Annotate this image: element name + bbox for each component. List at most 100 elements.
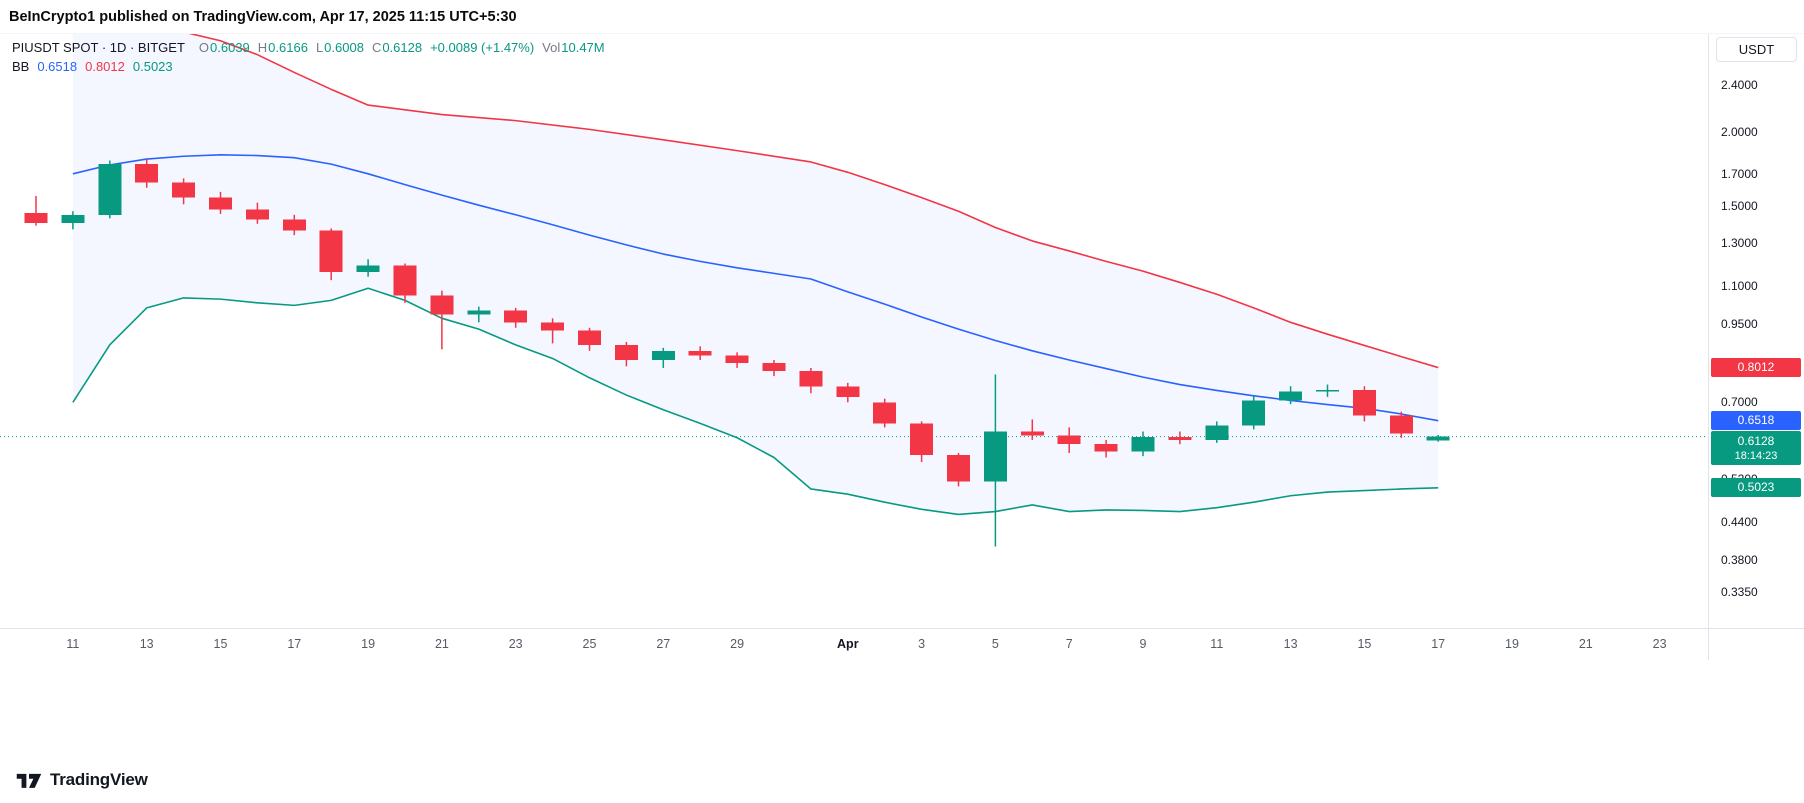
currency-toggle-button[interactable]: USDT: [1716, 37, 1797, 62]
candle-body: [1316, 389, 1339, 392]
ohlc-high: H0.6166: [257, 40, 308, 55]
tradingview-logo-text: TradingView: [50, 770, 148, 789]
price-tick: 0.9500: [1721, 316, 1758, 331]
time-tick: 7: [1065, 637, 1073, 651]
price-tick: 1.7000: [1721, 166, 1758, 181]
candle-body: [1168, 436, 1192, 440]
price-change: +0.0089 (+1.47%): [430, 40, 535, 55]
time-tick: 11: [1210, 637, 1224, 651]
price-axis[interactable]: USDT 2.4000 2.0000 1.7000 1.5000 1.3000 1.100…: [1708, 34, 1804, 628]
price-tick: 2.0000: [1721, 124, 1758, 139]
time-tick: 5: [991, 637, 999, 651]
candle-body: [356, 265, 380, 273]
price-tick: 2.4000: [1721, 78, 1758, 92]
time-tick: 15: [213, 637, 228, 651]
candle-body: [393, 265, 417, 296]
bb-indicator-label[interactable]: BB: [12, 59, 30, 74]
time-tick: 3: [918, 637, 926, 651]
bb-lower-value: 0.5023: [132, 59, 173, 74]
symbol-row: PIUSDT SPOT · 1D · BITGET O0.6039 H0.616…: [12, 38, 605, 57]
volume: Vol10.47M: [542, 40, 605, 55]
axis-corner: [1708, 629, 1804, 660]
time-tick: 17: [1431, 637, 1446, 651]
bb-basis-line: [72, 154, 1439, 422]
time-tick: 27: [656, 637, 671, 651]
candle-body: [172, 182, 196, 198]
time-tick: 23: [508, 637, 523, 651]
time-tick: 9: [1139, 637, 1147, 651]
time-tick: 21: [1578, 637, 1593, 651]
bb-upper-value: 0.8012: [85, 59, 125, 74]
bb-upper-line: [188, 34, 1439, 369]
candle-body: [1352, 389, 1376, 416]
candle-body: [209, 197, 232, 210]
footer: TradingView: [0, 660, 1804, 803]
time-tick: 11: [66, 637, 80, 651]
time-tick: 19: [361, 637, 376, 651]
ohlc-close: C0.6128: [371, 40, 423, 55]
candle-body: [836, 386, 860, 397]
candle-body: [282, 219, 306, 231]
candle-body: [947, 455, 970, 482]
price-tick: 1.1000: [1721, 278, 1758, 293]
candle-body: [61, 214, 85, 223]
tradingview-logo[interactable]: TradingView: [15, 769, 148, 791]
time-tick: 21: [434, 637, 449, 651]
candle-body: [1205, 425, 1229, 440]
ohlc-low: L0.6008: [315, 40, 364, 55]
candle-body: [1057, 435, 1081, 445]
candle-body: [1020, 431, 1044, 436]
time-tick: Apr: [837, 637, 859, 651]
candle-body: [688, 350, 712, 356]
candle-body: [541, 322, 565, 331]
candle-body: [135, 164, 159, 183]
current-price-value: 0.6128: [1737, 434, 1775, 449]
price-tick: 0.3350: [1721, 585, 1758, 600]
time-axis-row: 11 13 15 17 19 21 23 25 27 29 Apr 3 5 7 9 11 13 15 17 19 21 2…: [0, 628, 1804, 660]
indicator-row: BB 0.6518 0.8012 0.5023: [12, 57, 605, 76]
candle-body: [614, 344, 638, 361]
attribution-text: BeInCrypto1 published on TradingView.com…: [9, 8, 517, 25]
time-tick: 17: [287, 637, 302, 651]
price-tick: 0.7000: [1721, 395, 1758, 410]
bb-fill: [72, 34, 1439, 515]
candle-body: [24, 213, 48, 223]
chart-region: PIUSDT SPOT · 1D · BITGET O0.6039 H0.616…: [0, 34, 1804, 628]
candle-body: [651, 350, 675, 361]
price-badge-0.6518: 0.6518: [1711, 411, 1801, 431]
bb-lower-line: [72, 287, 1439, 516]
bar-countdown: 18:14:23: [1734, 450, 1778, 463]
time-tick: 13: [139, 637, 154, 651]
candle-body: [1242, 400, 1266, 426]
candle-body: [245, 209, 269, 220]
candle-body: [319, 230, 343, 273]
candle-body: [873, 402, 897, 424]
time-tick: 23: [1652, 637, 1667, 651]
candle-body: [1426, 436, 1450, 441]
price-tick: 1.5000: [1721, 199, 1758, 214]
attribution-bar: BeInCrypto1 published on TradingView.com…: [0, 0, 1804, 34]
candle-body: [1279, 391, 1303, 401]
time-tick: 13: [1283, 637, 1298, 651]
candle-body: [983, 431, 1007, 482]
time-axis[interactable]: 11 13 15 17 19 21 23 25 27 29 Apr 3 5 7 9 11 13 15 17 19 21 2…: [0, 629, 1708, 660]
time-tick: 29: [730, 637, 745, 651]
bb-basis-value: 0.6518: [37, 59, 78, 74]
symbol-title[interactable]: PIUSDT SPOT · 1D · BITGET: [12, 40, 185, 55]
candle-body: [1131, 436, 1155, 452]
price-tick: 0.3800: [1721, 552, 1758, 567]
candle-body: [799, 371, 823, 387]
candle-body: [430, 295, 454, 315]
time-tick: 25: [582, 637, 597, 651]
candle-body: [467, 310, 491, 315]
price-tick: 0.4400: [1721, 514, 1758, 529]
candle-body: [725, 355, 749, 364]
price-tick: 1.3000: [1721, 235, 1758, 250]
plot-area[interactable]: PIUSDT SPOT · 1D · BITGET O0.6039 H0.616…: [0, 34, 1708, 628]
candle-body: [1389, 415, 1413, 434]
chart-legend: PIUSDT SPOT · 1D · BITGET O0.6039 H0.616…: [12, 38, 605, 76]
chart-canvas[interactable]: [0, 34, 1708, 628]
price-badge-0.5023: 0.5023: [1711, 478, 1801, 498]
candle-body: [762, 363, 786, 372]
